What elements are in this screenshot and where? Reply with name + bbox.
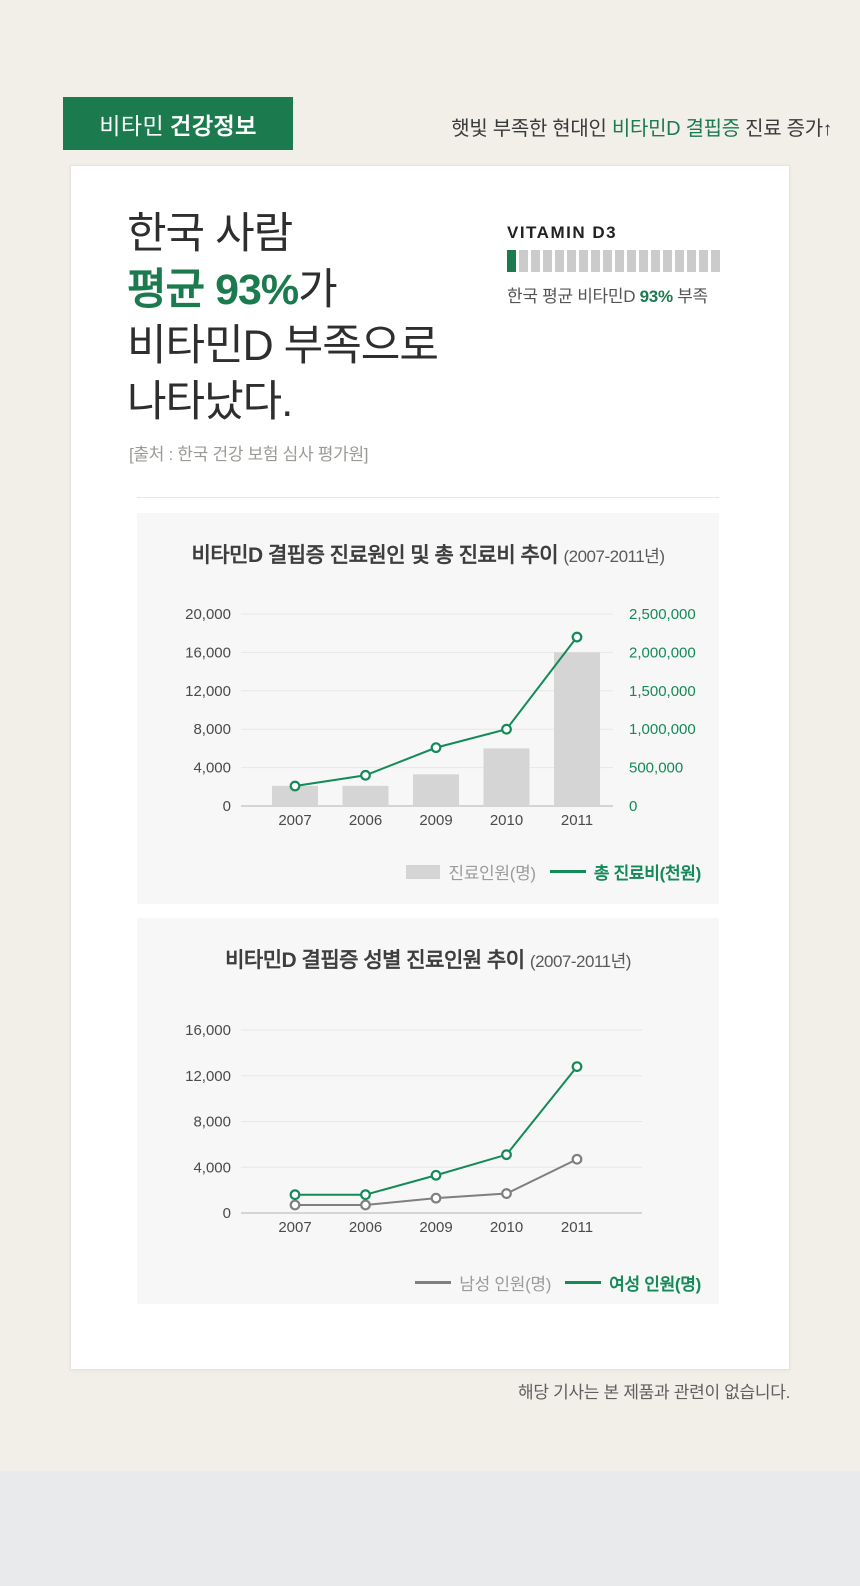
svg-text:12,000: 12,000 xyxy=(185,683,231,700)
gauge-segment xyxy=(699,250,708,272)
legend-label-cost: 총 진료비(천원) xyxy=(593,864,701,883)
vitamin-gauge-caption: 한국 평균 비타민D 93% 부족 xyxy=(507,282,725,307)
svg-text:2,000,000: 2,000,000 xyxy=(629,644,696,661)
combo-chart: 20,000 2,500,000 16,000 2,000,000 12,000 1,50… xyxy=(185,606,696,829)
gender-line-chart: 16,000 12,000 8,000 4,000 0 2007 2006 2009 2010 2… xyxy=(185,1022,642,1236)
svg-text:4,000: 4,000 xyxy=(193,760,231,777)
chart1-title: 비타민D 결핍증 진료원인 및 총 진료비 추이 (2007-2011년) xyxy=(137,513,719,569)
svg-text:16,000: 16,000 xyxy=(185,1022,231,1039)
chart-panel-cost: 비타민D 결핍증 진료원인 및 총 진료비 추이 (2007-2011년) 20… xyxy=(137,513,719,904)
svg-text:2011: 2011 xyxy=(561,1219,593,1236)
svg-text:2011: 2011 xyxy=(561,812,593,829)
svg-text:1,500,000: 1,500,000 xyxy=(629,683,696,700)
note-post: 진료 증가 xyxy=(739,118,823,140)
gauge-segment xyxy=(627,250,636,272)
gauge-segment xyxy=(687,250,696,272)
legend-label-male: 남성 인원(명) xyxy=(459,1275,552,1294)
svg-text:2009: 2009 xyxy=(419,1219,452,1236)
line-swatch-icon xyxy=(549,870,586,873)
gauge-segment xyxy=(579,250,588,272)
source-note: [출처 : 한국 건강 보험 심사 평가원] xyxy=(129,445,369,464)
gauge-segment xyxy=(543,250,552,272)
svg-text:2010: 2010 xyxy=(490,1219,523,1236)
divider xyxy=(137,497,719,498)
green-line-swatch-icon xyxy=(565,1281,602,1284)
chart-panel-gender: 비타민D 결핍증 성별 진료인원 추이 (2007-2011년) 16,000 1… xyxy=(137,918,719,1304)
bar-swatch-icon xyxy=(406,864,441,879)
gauge-segment xyxy=(531,250,540,272)
gauge-segment xyxy=(675,250,684,272)
svg-text:2009: 2009 xyxy=(419,812,452,829)
svg-text:2006: 2006 xyxy=(349,1219,382,1236)
svg-text:8,000: 8,000 xyxy=(193,721,231,738)
gauge-segment xyxy=(615,250,624,272)
gauge-segment xyxy=(639,250,648,272)
gauge-segment xyxy=(651,250,660,272)
svg-text:16,000: 16,000 xyxy=(185,644,231,661)
legend-label-patients: 진료인원(명) xyxy=(448,864,536,883)
svg-text:0: 0 xyxy=(223,1205,231,1222)
svg-text:8,000: 8,000 xyxy=(193,1114,231,1131)
chart1-legend: 진료인원(명) 총 진료비(천원) xyxy=(406,859,701,884)
chart2-title-main: 비타민D 결핍증 성별 진료인원 추이 xyxy=(225,949,525,972)
up-arrow-icon: ↑ xyxy=(822,119,833,140)
gauge-segment xyxy=(507,250,516,272)
chart1-title-suffix: (2007-2011년) xyxy=(563,547,665,566)
gauge-segment xyxy=(567,250,576,272)
svg-text:2007: 2007 xyxy=(278,1219,311,1236)
headline-line1: 한국 사람 xyxy=(127,210,293,258)
svg-text:12,000: 12,000 xyxy=(185,1068,231,1085)
header-note: 햇빛 부족한 현대인 비타민D 결핍증 진료 증가↑ xyxy=(451,112,832,141)
vitamin-gauge: VITAMIN D3 한국 평균 비타민D 93% 부족 xyxy=(507,223,725,307)
svg-text:1,000,000: 1,000,000 xyxy=(629,721,696,738)
chart2-title-suffix: (2007-2011년) xyxy=(529,952,632,971)
svg-text:2006: 2006 xyxy=(349,812,382,829)
svg-text:20,000: 20,000 xyxy=(185,606,231,623)
gauge-segment xyxy=(591,250,600,272)
info-card: 한국 사람 평균 93%가 비타민D 부족으로 나타났다. [출처 : 한국 건… xyxy=(70,165,790,1370)
svg-text:0: 0 xyxy=(629,798,637,815)
disclaimer-note: 해당 기사는 본 제품과 관련이 없습니다. xyxy=(518,1383,790,1402)
badge-bold: 건강정보 xyxy=(170,112,257,139)
svg-text:0: 0 xyxy=(223,798,231,815)
chart2-title: 비타민D 결핍증 성별 진료인원 추이 (2007-2011년) xyxy=(137,918,719,974)
gray-line-swatch-icon xyxy=(415,1281,452,1284)
headline-line2-rest: 가 xyxy=(298,266,338,314)
headline-green: 평균 93% xyxy=(127,266,299,314)
gauge-segment xyxy=(519,250,528,272)
gauge-segment xyxy=(603,250,612,272)
chart2-legend: 남성 인원(명) 여성 인원(명) xyxy=(415,1270,701,1295)
legend-label-female: 여성 인원(명) xyxy=(609,1275,701,1294)
caption-post: 부족 xyxy=(672,287,708,306)
svg-text:2,500,000: 2,500,000 xyxy=(629,606,696,623)
svg-text:2007: 2007 xyxy=(278,812,311,829)
headline-line3: 비타민D 부족으로 xyxy=(127,322,439,370)
section-badge: 비타민 건강정보 xyxy=(63,97,293,150)
svg-text:4,000: 4,000 xyxy=(193,1159,231,1176)
caption-pre: 한국 평균 비타민D xyxy=(507,287,640,306)
gauge-segment xyxy=(711,250,720,272)
legend-item-cost: 총 진료비(천원) xyxy=(549,859,701,884)
headline: 한국 사람 평균 93%가 비타민D 부족으로 나타났다. xyxy=(127,206,439,430)
legend-item-male: 남성 인원(명) xyxy=(415,1270,551,1295)
chart1-title-main: 비타민D 결핍증 진료원인 및 총 진료비 추이 xyxy=(191,544,559,567)
legend-item-female: 여성 인원(명) xyxy=(565,1270,701,1295)
badge-prefix: 비타민 xyxy=(99,112,165,139)
note-highlight: 비타민D 결핍증 xyxy=(611,118,740,140)
vitamin-gauge-title: VITAMIN D3 xyxy=(507,223,618,242)
svg-text:500,000: 500,000 xyxy=(629,760,683,777)
gauge-segment xyxy=(663,250,672,272)
gauge-segment xyxy=(555,250,564,272)
caption-percent: 93% xyxy=(639,287,673,306)
bottom-gray-band xyxy=(0,1471,860,1586)
headline-line4: 나타났다. xyxy=(127,378,293,426)
vitamin-gauge-bar xyxy=(507,250,725,272)
legend-item-patients: 진료인원(명) xyxy=(406,859,536,884)
svg-text:2010: 2010 xyxy=(490,812,523,829)
note-pre: 햇빛 부족한 현대인 xyxy=(451,118,612,140)
